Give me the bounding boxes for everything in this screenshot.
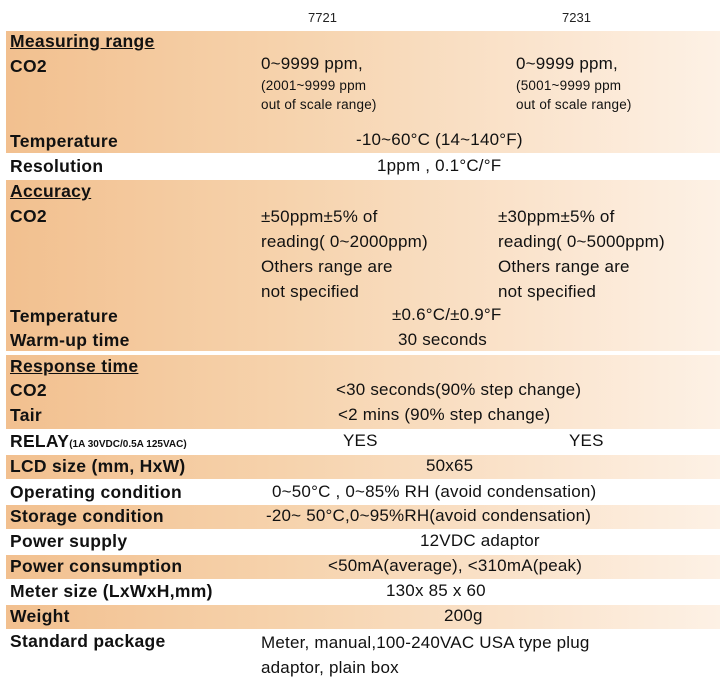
storage-condition-label: Storage condition bbox=[10, 506, 164, 526]
meter-size-label: Meter size (LxWxH,mm) bbox=[10, 581, 213, 601]
warmup-value: 30 seconds bbox=[398, 330, 487, 349]
standard-package-row: Standard package Meter, manual,100-240VA… bbox=[6, 630, 720, 682]
relay-label: RELAY(1A 30VDC/0.5A 125VAC) bbox=[10, 431, 187, 451]
power-supply-value: 12VDC adaptor bbox=[420, 531, 540, 550]
storage-condition-value: -20~ 50°C,0~95%RH(avoid condensation) bbox=[266, 506, 592, 525]
operating-condition-label: Operating condition bbox=[10, 482, 182, 502]
acc-co2-7231: ±30ppm±5% of reading( 0~5000ppm) Others … bbox=[498, 207, 665, 301]
resp-co2-label: CO2 bbox=[10, 380, 47, 400]
weight-row: Weight 200g bbox=[6, 605, 720, 629]
tair-label: Tair bbox=[10, 405, 42, 425]
lcd-size-label: LCD size (mm, HxW) bbox=[10, 456, 186, 476]
storage-condition-row: Storage condition -20~ 50°C,0~95%RH(avoi… bbox=[6, 505, 720, 529]
relay-7721: YES bbox=[343, 431, 378, 450]
standard-package-value: Meter, manual,100-240VAC USA type plug a… bbox=[261, 633, 590, 677]
acc-co2-7721: ±50ppm±5% of reading( 0~2000ppm) Others … bbox=[261, 207, 428, 301]
model-7721-heading: 7721 bbox=[308, 10, 337, 25]
mr-co2-label: CO2 bbox=[10, 56, 47, 76]
power-consumption-label: Power consumption bbox=[10, 556, 183, 576]
response-time-heading: Response time bbox=[10, 356, 139, 376]
acc-co2-label: CO2 bbox=[10, 206, 47, 226]
operating-condition-row: Operating condition 0~50°C , 0~85% RH (a… bbox=[6, 480, 720, 504]
mr-co2-7231: 0~9999 ppm, (5001~9999 ppm out of scale … bbox=[516, 54, 632, 112]
warmup-label: Warm-up time bbox=[10, 330, 130, 350]
power-consumption-row: Power consumption <50mA(average), <310mA… bbox=[6, 555, 720, 579]
response-time-block: Response time CO2 <30 seconds(90% step c… bbox=[6, 355, 720, 429]
relay-row: RELAY(1A 30VDC/0.5A 125VAC) YES YES bbox=[6, 430, 720, 454]
mr-temperature-value: -10~60°C (14~140°F) bbox=[356, 130, 523, 149]
power-supply-label: Power supply bbox=[10, 531, 128, 551]
resp-co2-value: <30 seconds(90% step change) bbox=[336, 380, 582, 399]
weight-label: Weight bbox=[10, 606, 70, 626]
resolution-row: Resolution 1ppm , 0.1°C/°F bbox=[6, 155, 720, 179]
tair-value: <2 mins (90% step change) bbox=[338, 405, 551, 424]
power-supply-row: Power supply 12VDC adaptor bbox=[6, 530, 720, 554]
lcd-size-value: 50x65 bbox=[426, 456, 474, 475]
mr-temperature-label: Temperature bbox=[10, 131, 119, 151]
acc-temperature-label: Temperature bbox=[10, 306, 119, 326]
measuring-range-block: Measuring range CO2 0~9999 ppm, (2001~99… bbox=[6, 31, 720, 153]
relay-7231: YES bbox=[569, 431, 604, 450]
mr-co2-7721: 0~9999 ppm, (2001~9999 ppm out of scale … bbox=[261, 54, 377, 112]
weight-value: 200g bbox=[444, 606, 483, 625]
acc-temperature-value: ±0.6°C/±0.9°F bbox=[392, 305, 502, 324]
meter-size-row: Meter size (LxWxH,mm) 130x 85 x 60 bbox=[6, 580, 720, 604]
lcd-size-row: LCD size (mm, HxW) 50x65 bbox=[6, 455, 720, 479]
meter-size-value: 130x 85 x 60 bbox=[386, 581, 486, 600]
measuring-range-heading: Measuring range bbox=[10, 31, 155, 51]
resolution-value: 1ppm , 0.1°C/°F bbox=[377, 156, 502, 175]
operating-condition-value: 0~50°C , 0~85% RH (avoid condensation) bbox=[272, 482, 597, 501]
model-7231-heading: 7231 bbox=[562, 10, 591, 25]
power-consumption-value: <50mA(average), <310mA(peak) bbox=[328, 556, 583, 575]
accuracy-heading: Accuracy bbox=[10, 181, 92, 201]
standard-package-label: Standard package bbox=[10, 631, 166, 651]
accuracy-block: Accuracy CO2 ±50ppm±5% of reading( 0~200… bbox=[6, 180, 720, 351]
relay-rating-note: (1A 30VDC/0.5A 125VAC) bbox=[69, 439, 187, 450]
resolution-label: Resolution bbox=[10, 156, 104, 176]
model-header: 7721 7231 bbox=[0, 8, 725, 30]
